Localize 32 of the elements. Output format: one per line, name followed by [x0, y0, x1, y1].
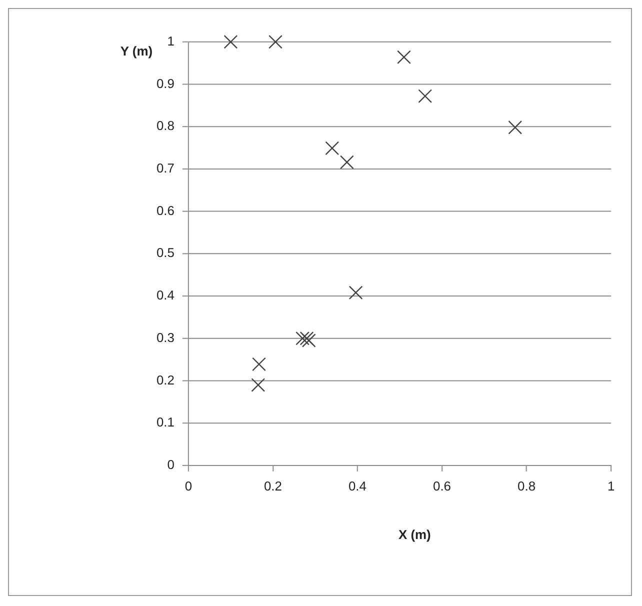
y-tick-label: 0.4: [156, 288, 174, 303]
x-tick-label: 0.4: [348, 478, 366, 494]
point: [296, 331, 310, 346]
point: [325, 141, 340, 156]
point: [348, 286, 363, 300]
x-tick-label: 0.6: [433, 478, 452, 494]
y-tick-label: 0.3: [156, 330, 174, 345]
y-tick-label: 0.6: [156, 202, 174, 218]
point: [268, 34, 282, 49]
x-axis-title: X (m): [398, 526, 431, 542]
point: [252, 357, 266, 372]
y-tick-label: 0.7: [156, 160, 174, 176]
y-tick-label: 0.2: [156, 372, 174, 388]
x-tick-label: 0.2: [264, 478, 282, 494]
point: [302, 334, 316, 348]
point: [340, 155, 354, 170]
y-tick-label: 0.9: [156, 76, 174, 91]
point: [300, 331, 314, 346]
x-tick-label: 0: [184, 478, 192, 494]
y-tick-label: 0: [167, 457, 174, 472]
y-axis-title: Y (m): [120, 43, 153, 58]
point: [418, 89, 432, 104]
point: [508, 120, 522, 134]
point: [397, 50, 411, 64]
y-tick-label: 0.1: [156, 414, 174, 430]
point: [224, 34, 238, 49]
y-tick-label: 1: [167, 33, 174, 48]
x-tick-label: 0.8: [518, 478, 536, 494]
x-tick-label: 1: [607, 478, 615, 494]
y-tick-label: 0.8: [156, 118, 174, 134]
point: [251, 378, 266, 392]
y-tick-label: 0.5: [156, 245, 174, 260]
